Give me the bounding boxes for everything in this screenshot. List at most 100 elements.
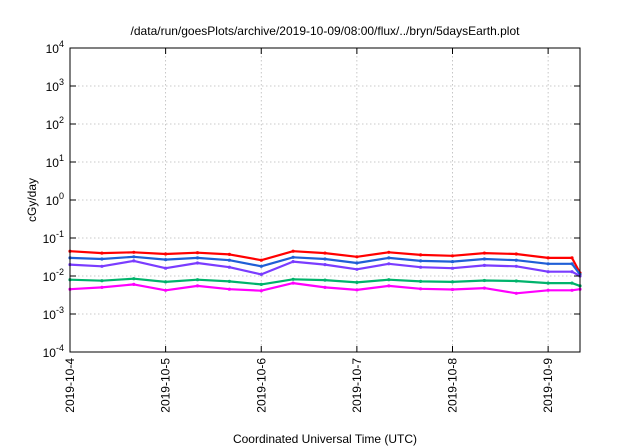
series-5-point [195, 284, 200, 288]
series-2-point [482, 257, 486, 261]
series-2-point [419, 259, 423, 263]
series-5-point [259, 289, 263, 293]
y-tick-label: 103 [46, 77, 64, 94]
series-3-point [355, 280, 359, 284]
series-5-point [482, 286, 486, 290]
series-5-point [323, 285, 327, 289]
series-1-point [259, 258, 263, 262]
y-tick-label: 10-3 [43, 305, 64, 322]
x-tick-label: 2019-10-9 [541, 358, 555, 413]
series-2-point [259, 264, 263, 268]
series-2-point [227, 258, 231, 262]
series-1-point [355, 255, 359, 259]
series-1-point [419, 253, 423, 257]
series-5-point [164, 288, 168, 292]
series-4-point [195, 261, 200, 265]
series-2-point [355, 261, 359, 265]
series-1-point [291, 249, 295, 253]
x-tick-label: 2019-10-7 [350, 358, 364, 413]
series-line-1 [69, 250, 581, 274]
series-3-point [546, 281, 550, 285]
series-3-point [323, 278, 327, 282]
series-4-point [227, 265, 231, 269]
series-4-point [419, 265, 423, 269]
series-2-point [100, 257, 104, 261]
series-1-point [482, 251, 486, 255]
series-5-point [514, 291, 518, 295]
series-1-point [227, 252, 231, 256]
chart-title: /data/run/goesPlots/archive/2019-10-09/0… [131, 24, 521, 38]
series-4-point [323, 263, 327, 267]
series-4-point [291, 260, 295, 264]
series-5-point [570, 288, 574, 292]
series-4-point [164, 266, 168, 270]
series-2-point [387, 256, 391, 260]
y-tick-label: 10-1 [43, 229, 64, 246]
series-3-point [570, 281, 574, 285]
x-tick-label: 2019-10-5 [159, 358, 173, 413]
series-4-point [100, 264, 104, 268]
series-1-point [323, 251, 327, 255]
y-axis-label: cGy/day [25, 178, 39, 222]
series-5-point [132, 282, 136, 286]
series-1-point [195, 251, 200, 255]
series-5-point [387, 284, 391, 288]
y-tick-label: 104 [46, 39, 64, 56]
series-1-point [514, 252, 518, 256]
series-4-point [387, 262, 391, 266]
series-4-point [450, 266, 455, 270]
series-3-point [227, 279, 231, 283]
series-1-point [100, 251, 104, 255]
series-2-point [323, 257, 327, 261]
x-tick-label: 2019-10-6 [254, 358, 268, 413]
series-4-point [546, 270, 550, 274]
series-line-4 [69, 259, 581, 277]
x-tick-label: 2019-10-8 [446, 358, 460, 413]
x-tick-label: 2019-10-4 [63, 358, 77, 413]
series-2-point [546, 262, 550, 266]
series-4-point [514, 264, 518, 268]
series-2-point [195, 256, 200, 260]
series-4-point [355, 267, 359, 271]
series-5-point [355, 288, 359, 292]
series-3-point [291, 277, 295, 281]
series-3-point [419, 279, 423, 283]
series-lines [68, 249, 582, 295]
y-tick-label: 10-2 [43, 267, 64, 284]
series-5-point [546, 288, 550, 292]
series-3-point [482, 278, 486, 283]
series-1-point [570, 256, 574, 260]
series-1-point [132, 250, 136, 254]
series-4-point [482, 263, 486, 267]
y-tick-label: 10-4 [43, 343, 64, 360]
grid-lines [70, 48, 580, 352]
series-3-point [514, 279, 518, 283]
axis-ticks [69, 47, 580, 353]
series-line-3 [69, 277, 581, 287]
x-tick-labels: 2019-10-4 2019-10-5 2019-10-6 2019-10-7 2019… [63, 358, 555, 413]
series-2-point [132, 255, 136, 259]
series-1-point [450, 254, 455, 258]
series-4-point [259, 272, 263, 276]
series-1-point [164, 252, 168, 256]
series-2-point [514, 258, 518, 262]
series-2-point [450, 260, 455, 264]
series-2-point [291, 255, 295, 259]
series-1-point [387, 250, 391, 254]
y-tick-label: 102 [46, 115, 64, 132]
series-5-point [450, 287, 455, 292]
series-5-point [100, 285, 104, 289]
series-3-point [259, 282, 263, 286]
series-line-2 [69, 255, 581, 276]
series-5-point [419, 287, 423, 291]
y-tick-label: 101 [46, 153, 64, 170]
series-5-point [291, 281, 295, 285]
series-3-point [164, 280, 168, 284]
y-tick-label: 100 [46, 191, 64, 208]
series-2-point [570, 262, 574, 266]
series-4-point [132, 259, 136, 263]
series-2-point [164, 258, 168, 262]
series-3-point [450, 280, 455, 284]
